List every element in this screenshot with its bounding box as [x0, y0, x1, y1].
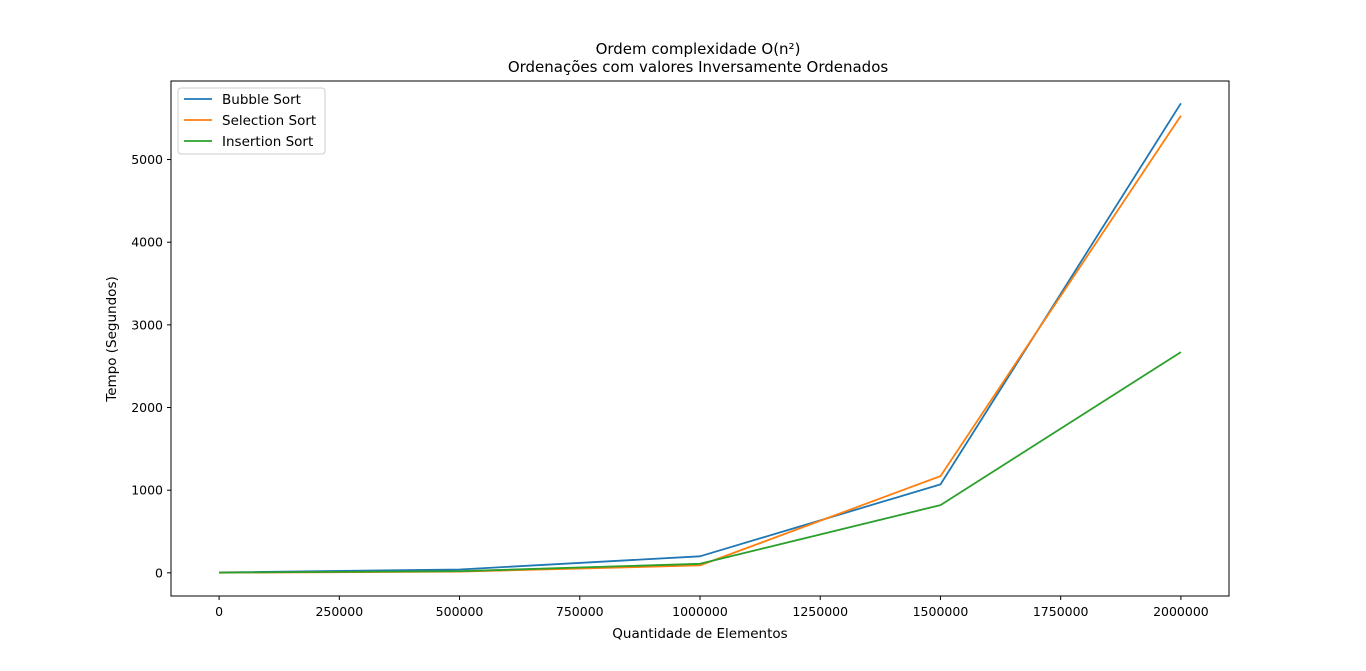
y-axis-ticks: 0 1000 2000 3000 4000 5000	[131, 152, 171, 580]
y-tick-label: 1000	[131, 483, 163, 498]
y-tick-label: 0	[155, 565, 163, 580]
x-tick-label: 1750000	[1033, 604, 1089, 619]
series-line-insertion-sort	[219, 351, 1182, 574]
y-tick-label: 2000	[131, 400, 163, 415]
y-tick-label: 5000	[131, 152, 163, 167]
x-tick-label: 500000	[436, 604, 484, 619]
x-tick-label: 0	[215, 604, 223, 619]
x-tick-label: 1000000	[672, 604, 728, 619]
x-tick-label: 2000000	[1153, 604, 1209, 619]
series-line-selection-sort	[219, 115, 1182, 574]
x-tick-label: 750000	[556, 604, 604, 619]
y-tick-label: 3000	[131, 317, 163, 332]
x-tick-label: 250000	[315, 604, 363, 619]
x-axis-ticks: 0 250000 500000 750000 1000000 1250000 1500000…	[215, 596, 1209, 619]
chart-title: Ordem complexidade O(n²)	[596, 40, 801, 58]
series-line-bubble-sort	[219, 102, 1182, 574]
plot-frame	[170, 80, 1230, 597]
y-tick-label: 4000	[131, 235, 163, 250]
x-axis-label: Quantidade de Elementos	[612, 626, 787, 642]
legend-frame	[177, 87, 326, 155]
chart-subtitle: Ordenações com valores Inversamente Orde…	[508, 58, 889, 76]
series-layer	[219, 102, 1182, 574]
y-axis-label: Tempo (Segundos)	[104, 276, 120, 402]
legend-label: Insertion Sort	[222, 134, 313, 150]
legend: Bubble Sort Selection Sort Insertion Sort	[177, 87, 326, 155]
x-tick-label: 1250000	[792, 604, 848, 619]
x-tick-label: 1500000	[913, 604, 969, 619]
legend-label: Selection Sort	[222, 113, 316, 129]
legend-label: Bubble Sort	[222, 92, 301, 108]
